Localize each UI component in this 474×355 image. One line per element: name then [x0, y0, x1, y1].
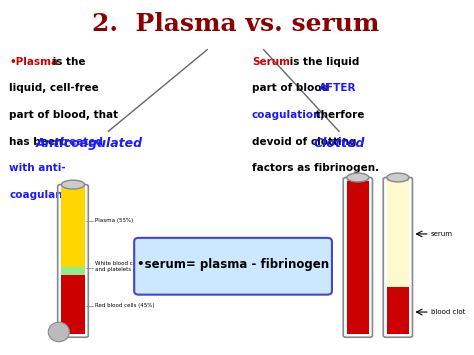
Bar	[347, 179, 369, 334]
Text: has been: has been	[9, 137, 66, 147]
Text: Clotted: Clotted	[313, 137, 365, 150]
Text: factors as fibrinogen.: factors as fibrinogen.	[252, 163, 379, 173]
Text: devoid of clotting: devoid of clotting	[252, 137, 356, 147]
Text: •serum= plasma - fibrinogen: •serum= plasma - fibrinogen	[137, 258, 329, 271]
Text: part of blood: part of blood	[252, 83, 333, 93]
Text: liquid, cell-free: liquid, cell-free	[9, 83, 99, 93]
Text: AFTER: AFTER	[319, 83, 357, 93]
Text: Anticoagulated: Anticoagulated	[36, 137, 143, 150]
Text: with anti-: with anti-	[9, 163, 66, 173]
Bar	[387, 176, 409, 181]
Text: Serum: Serum	[252, 57, 290, 67]
Ellipse shape	[61, 180, 85, 189]
Bar	[387, 179, 409, 334]
Bar	[387, 179, 409, 288]
Text: therfore: therfore	[312, 110, 365, 120]
Ellipse shape	[387, 173, 409, 182]
Text: part of blood, that: part of blood, that	[9, 110, 119, 120]
Bar	[61, 183, 85, 188]
Bar	[62, 267, 84, 275]
Bar	[62, 186, 84, 334]
Text: coagulants.: coagulants.	[9, 190, 78, 200]
Text: •Plasma: •Plasma	[9, 57, 59, 67]
Ellipse shape	[347, 173, 369, 182]
Bar	[347, 179, 369, 334]
Bar	[62, 275, 84, 334]
Text: blood clot: blood clot	[431, 309, 465, 315]
Ellipse shape	[48, 322, 70, 342]
Text: is the liquid: is the liquid	[286, 57, 360, 67]
Text: Red blood cells (45%): Red blood cells (45%)	[95, 303, 155, 308]
Text: serum: serum	[431, 231, 453, 237]
Text: Plasma (55%): Plasma (55%)	[95, 218, 134, 223]
FancyBboxPatch shape	[134, 238, 332, 295]
Text: 2.  Plasma vs. serum: 2. Plasma vs. serum	[92, 12, 379, 37]
Bar	[387, 288, 409, 334]
Text: White blood cells
and platelets (~1%): White blood cells and platelets (~1%)	[95, 262, 151, 272]
Bar	[62, 186, 84, 267]
Bar	[347, 176, 369, 181]
Text: is the: is the	[49, 57, 86, 67]
Text: coagulation,: coagulation,	[252, 110, 326, 120]
Text: treated: treated	[60, 137, 104, 147]
